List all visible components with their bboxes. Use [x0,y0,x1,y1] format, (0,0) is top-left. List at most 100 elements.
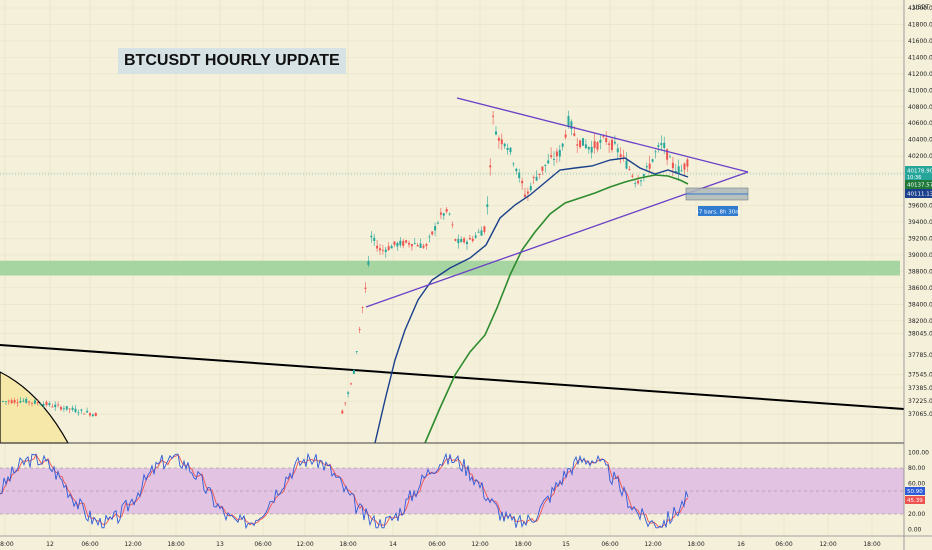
candle [590,146,593,153]
currency-label: USDT [913,4,930,11]
time-tick-label: 18:00 [514,541,531,548]
candle [4,401,7,403]
price-tick-label: 37225.00 [908,398,932,405]
time-tick-label: 06:00 [601,541,618,548]
price-tick-label: 37385.00 [908,385,932,392]
candle [622,155,625,157]
candle [509,147,512,153]
time-tick-label: 18:00 [167,541,184,548]
candle [645,166,648,168]
candle [364,287,367,289]
candle [555,151,558,157]
time-tick-label: 18:00 [687,541,704,548]
stoch-tick-label: 20.00 [908,511,925,518]
price-tag [905,189,932,198]
time-axis[interactable]: 18:00 12 06:00 12:00 18:00 13 06:00 12:00 18:00 1… [0,541,881,548]
price-tag [905,180,932,189]
candle [416,245,419,247]
candle [413,243,416,245]
candle [538,173,541,175]
candle [529,186,532,191]
candle [341,410,344,414]
stoch-tick-label: 80.00 [908,465,925,472]
triangle-upper-line [456,97,749,173]
time-tick-label: 15 [562,541,570,548]
stoch-tick-label: 100.00 [908,450,929,457]
candle [83,413,86,415]
candle [515,168,518,172]
candle [666,149,669,160]
candle [567,116,570,127]
triangle-lower-line [365,171,749,308]
time-tick-label: 12:00 [644,541,661,548]
candle [402,240,405,246]
candle [410,244,413,247]
candle [669,156,671,158]
candle [48,403,51,406]
candle [651,159,654,162]
candle [39,404,42,406]
candle [89,413,91,416]
candle [422,245,425,248]
candle [608,143,611,145]
candle [674,171,677,173]
candle [471,238,474,241]
candle [634,182,637,184]
candle [442,213,445,216]
price-tick-label: 41000.00 [908,87,932,94]
countdown-badge [698,206,738,216]
stoch-tick-label: 0.00 [908,526,922,533]
candle [425,244,428,246]
candle [558,149,561,157]
candle [379,248,381,251]
descending-trendline [0,344,905,410]
candle [625,160,628,169]
candle [512,163,515,165]
candle [648,163,651,169]
candle [503,143,506,147]
time-tick-label: 14 [389,541,397,548]
price-tick-label: 39400.00 [908,219,932,226]
candle [550,155,553,157]
countdown-label: 47 bars, 8h 30m [695,210,740,216]
candle [376,245,379,249]
candle [373,237,376,241]
candle [544,164,547,166]
candle [654,151,657,153]
candle [573,133,576,136]
candle [457,239,460,244]
candle [535,176,538,181]
candle [45,401,48,406]
time-tick-label: 06:00 [81,541,98,548]
stoch-k-line [0,452,689,530]
candle [541,166,544,171]
time-tick-label: 12:00 [296,541,313,548]
time-tick-label: 12:00 [471,541,488,548]
projection-box [685,187,749,201]
price-tick-label: 38400.00 [908,301,932,308]
candle [570,121,573,129]
candle [60,406,62,410]
candle [33,400,36,404]
stoch-d-line [0,453,689,528]
candle [616,148,619,153]
stoch-d-tag [905,496,925,504]
candle [10,400,13,404]
time-tick-label: 18:00 [0,541,14,548]
candle [396,242,399,247]
candle [451,224,454,226]
candle [468,237,471,240]
candle [439,212,442,215]
candle [657,145,660,147]
candle [466,241,468,245]
candle [448,213,451,215]
candle [384,249,387,253]
candle [579,140,582,148]
stoch-k-value: 50.90 [907,489,923,495]
price-tick-label: 37785.00 [908,352,932,359]
candle [28,401,31,403]
candle [77,412,80,414]
candle [31,402,33,404]
candle [596,142,599,150]
